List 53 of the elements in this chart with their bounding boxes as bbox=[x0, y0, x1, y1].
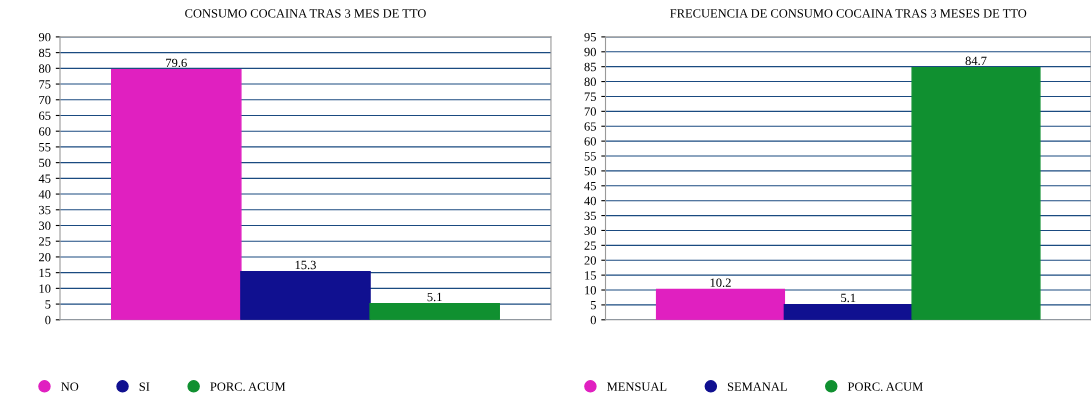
y-tick-label: 85 bbox=[38, 48, 51, 58]
y-tick-label: 15 bbox=[585, 271, 596, 280]
y-tick-label: 90 bbox=[584, 47, 596, 57]
y-tick-label: 50 bbox=[39, 158, 51, 168]
legend-label: MENSUAL bbox=[607, 382, 667, 391]
legend-label: SI bbox=[139, 382, 150, 391]
y-tick-label: 55 bbox=[39, 143, 51, 152]
y-tick-label: 5 bbox=[590, 301, 596, 310]
y-tick-label: 35 bbox=[39, 205, 51, 215]
y-tick-label: 80 bbox=[38, 64, 51, 73]
legend-label: SEMANAL bbox=[727, 382, 787, 391]
y-tick-label: 90 bbox=[38, 32, 51, 42]
y-tick-label: 80 bbox=[584, 77, 596, 87]
y-tick-label: 70 bbox=[39, 95, 51, 105]
chart-title: FRECUENCIA DE CONSUMO COCAINA TRAS 3 MESES DE TTO bbox=[670, 9, 1027, 18]
y-tick-label: 25 bbox=[39, 237, 51, 246]
y-tick-label: 35 bbox=[584, 211, 596, 221]
y-tick-label: 25 bbox=[584, 241, 596, 250]
y-tick-label: 5 bbox=[45, 300, 51, 309]
chart-title: CONSUMO COCAINA TRAS 3 MES DE TTO bbox=[185, 9, 426, 18]
y-tick-label: 15 bbox=[39, 268, 51, 278]
y-tick-label: 40 bbox=[38, 190, 51, 199]
y-tick-label: 30 bbox=[39, 221, 51, 230]
y-tick-label: 30 bbox=[584, 226, 596, 235]
y-tick-label: 60 bbox=[584, 137, 596, 146]
y-tick-label: 20 bbox=[584, 256, 596, 265]
data-label: 10.2 bbox=[710, 278, 731, 287]
data-label: 84.7 bbox=[965, 56, 987, 66]
y-tick-label: 20 bbox=[39, 252, 51, 262]
y-tick-label: 55 bbox=[584, 152, 596, 161]
y-tick-label: 65 bbox=[39, 111, 51, 120]
y-tick-label: 10 bbox=[585, 286, 596, 295]
y-tick-label: 60 bbox=[39, 127, 51, 136]
y-tick-label: 95 bbox=[584, 32, 596, 42]
y-tick-label: 40 bbox=[584, 196, 596, 206]
y-tick-label: 0 bbox=[45, 315, 51, 325]
legend-label: NO bbox=[61, 382, 79, 391]
data-label: 5.1 bbox=[427, 292, 442, 302]
legend-label: PORC. ACUM bbox=[210, 382, 286, 391]
y-tick-label: 45 bbox=[38, 174, 51, 183]
y-tick-label: 70 bbox=[584, 107, 596, 116]
legend-label: PORC. ACUM bbox=[847, 382, 923, 391]
y-tick-label: 85 bbox=[584, 62, 596, 72]
y-tick-label: 50 bbox=[584, 166, 596, 176]
y-tick-label: 45 bbox=[584, 181, 596, 191]
y-tick-label: 75 bbox=[584, 92, 596, 101]
data-label: 5.1 bbox=[841, 293, 856, 303]
data-label: 79.6 bbox=[166, 58, 187, 68]
data-label: 15.3 bbox=[295, 260, 316, 270]
y-tick-label: 75 bbox=[39, 80, 51, 89]
y-tick-label: 10 bbox=[39, 284, 51, 293]
y-tick-label: 0 bbox=[590, 315, 596, 325]
y-tick-label: 65 bbox=[584, 122, 596, 131]
